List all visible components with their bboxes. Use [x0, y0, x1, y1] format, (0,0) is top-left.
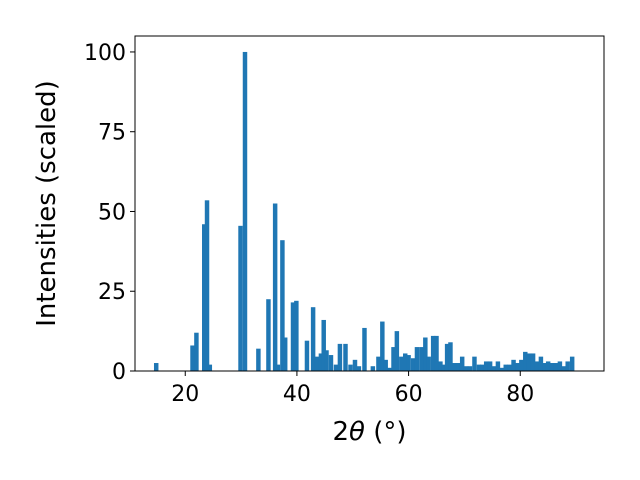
bar: [280, 240, 285, 371]
bar: [467, 366, 473, 371]
bar: [542, 363, 547, 371]
bar: [266, 299, 271, 371]
bar: [491, 366, 497, 371]
bar: [362, 327, 367, 371]
bar: [256, 348, 261, 371]
bar: [194, 332, 199, 371]
bar: [430, 335, 436, 371]
bar: [495, 361, 501, 371]
bar: [399, 356, 404, 371]
bar: [321, 319, 326, 371]
bar: [419, 347, 424, 371]
bar: [472, 356, 477, 371]
bar: [387, 367, 392, 371]
bar: [380, 321, 385, 371]
y-tick-label: 50: [98, 200, 126, 225]
bar: [406, 355, 411, 371]
bar: [403, 353, 408, 371]
bar: [426, 356, 431, 371]
bar: [290, 302, 296, 371]
bar: [434, 335, 439, 371]
bar: [328, 355, 334, 371]
bar: [272, 203, 278, 371]
y-tick-label: 0: [112, 360, 126, 385]
bar: [294, 300, 299, 371]
y-tick-label: 25: [98, 280, 126, 305]
y-axis-label: Intensities (scaled): [32, 80, 62, 327]
bar: [441, 364, 446, 371]
bar: [511, 359, 516, 371]
bar: [304, 340, 310, 371]
bar: [383, 359, 388, 371]
bar: [275, 364, 281, 371]
bar: [282, 337, 288, 371]
bar: [343, 343, 348, 371]
bar: [333, 364, 339, 371]
bar: [507, 364, 512, 371]
bar: [545, 361, 551, 371]
bar: [553, 363, 559, 371]
bar: [438, 361, 443, 371]
bar: [557, 361, 563, 371]
bar: [483, 361, 489, 371]
bar: [487, 361, 493, 371]
bar: [310, 307, 316, 371]
bar: [515, 363, 520, 371]
bar: [153, 363, 159, 371]
bar: [348, 364, 353, 371]
bar: [549, 363, 555, 371]
bar: [499, 367, 505, 371]
bar: [391, 347, 396, 371]
bar: [459, 356, 465, 371]
x-tick-label: 40: [283, 382, 311, 407]
y-tick-label: 75: [98, 121, 126, 146]
bar: [324, 350, 329, 371]
bar: [314, 356, 320, 371]
bar: [526, 353, 532, 371]
bar: [565, 361, 570, 371]
bar: [530, 353, 536, 371]
y-axis-ticks: 0 25 50 75 100: [84, 41, 135, 385]
bar: [503, 364, 508, 371]
bar: [204, 200, 210, 371]
bar: [480, 364, 485, 371]
bar: [476, 364, 482, 371]
bar: [190, 345, 195, 371]
bar: [394, 331, 400, 371]
x-axis-ticks: 20 40 60 80: [171, 371, 534, 407]
bar: [238, 225, 243, 371]
bar: [242, 51, 248, 371]
bar: [370, 366, 376, 371]
bar: [452, 363, 457, 371]
bar: [448, 342, 453, 371]
bar: [523, 351, 528, 371]
plot-frame: [134, 35, 605, 372]
bar: [534, 361, 540, 371]
bar: [561, 366, 567, 371]
bar: [410, 358, 416, 371]
bar: [207, 364, 213, 371]
bar: [463, 366, 469, 371]
bar: [423, 337, 428, 371]
x-tick-label: 80: [506, 382, 534, 407]
bar: [456, 363, 461, 371]
bar: [337, 343, 343, 371]
bar: [318, 353, 324, 371]
bar: [376, 356, 381, 371]
x-tick-label: 60: [395, 382, 423, 407]
bar: [414, 347, 420, 371]
bar-series: [153, 51, 575, 371]
bar: [352, 359, 358, 371]
x-tick-label: 20: [171, 382, 199, 407]
bar: [569, 356, 575, 371]
bar: [444, 343, 450, 371]
bar: [356, 366, 362, 371]
x-axis-label: 2θ (°): [332, 417, 406, 447]
y-tick-label: 100: [84, 41, 126, 66]
bar: [538, 356, 544, 371]
bar: [202, 224, 207, 371]
bar: [519, 359, 524, 371]
